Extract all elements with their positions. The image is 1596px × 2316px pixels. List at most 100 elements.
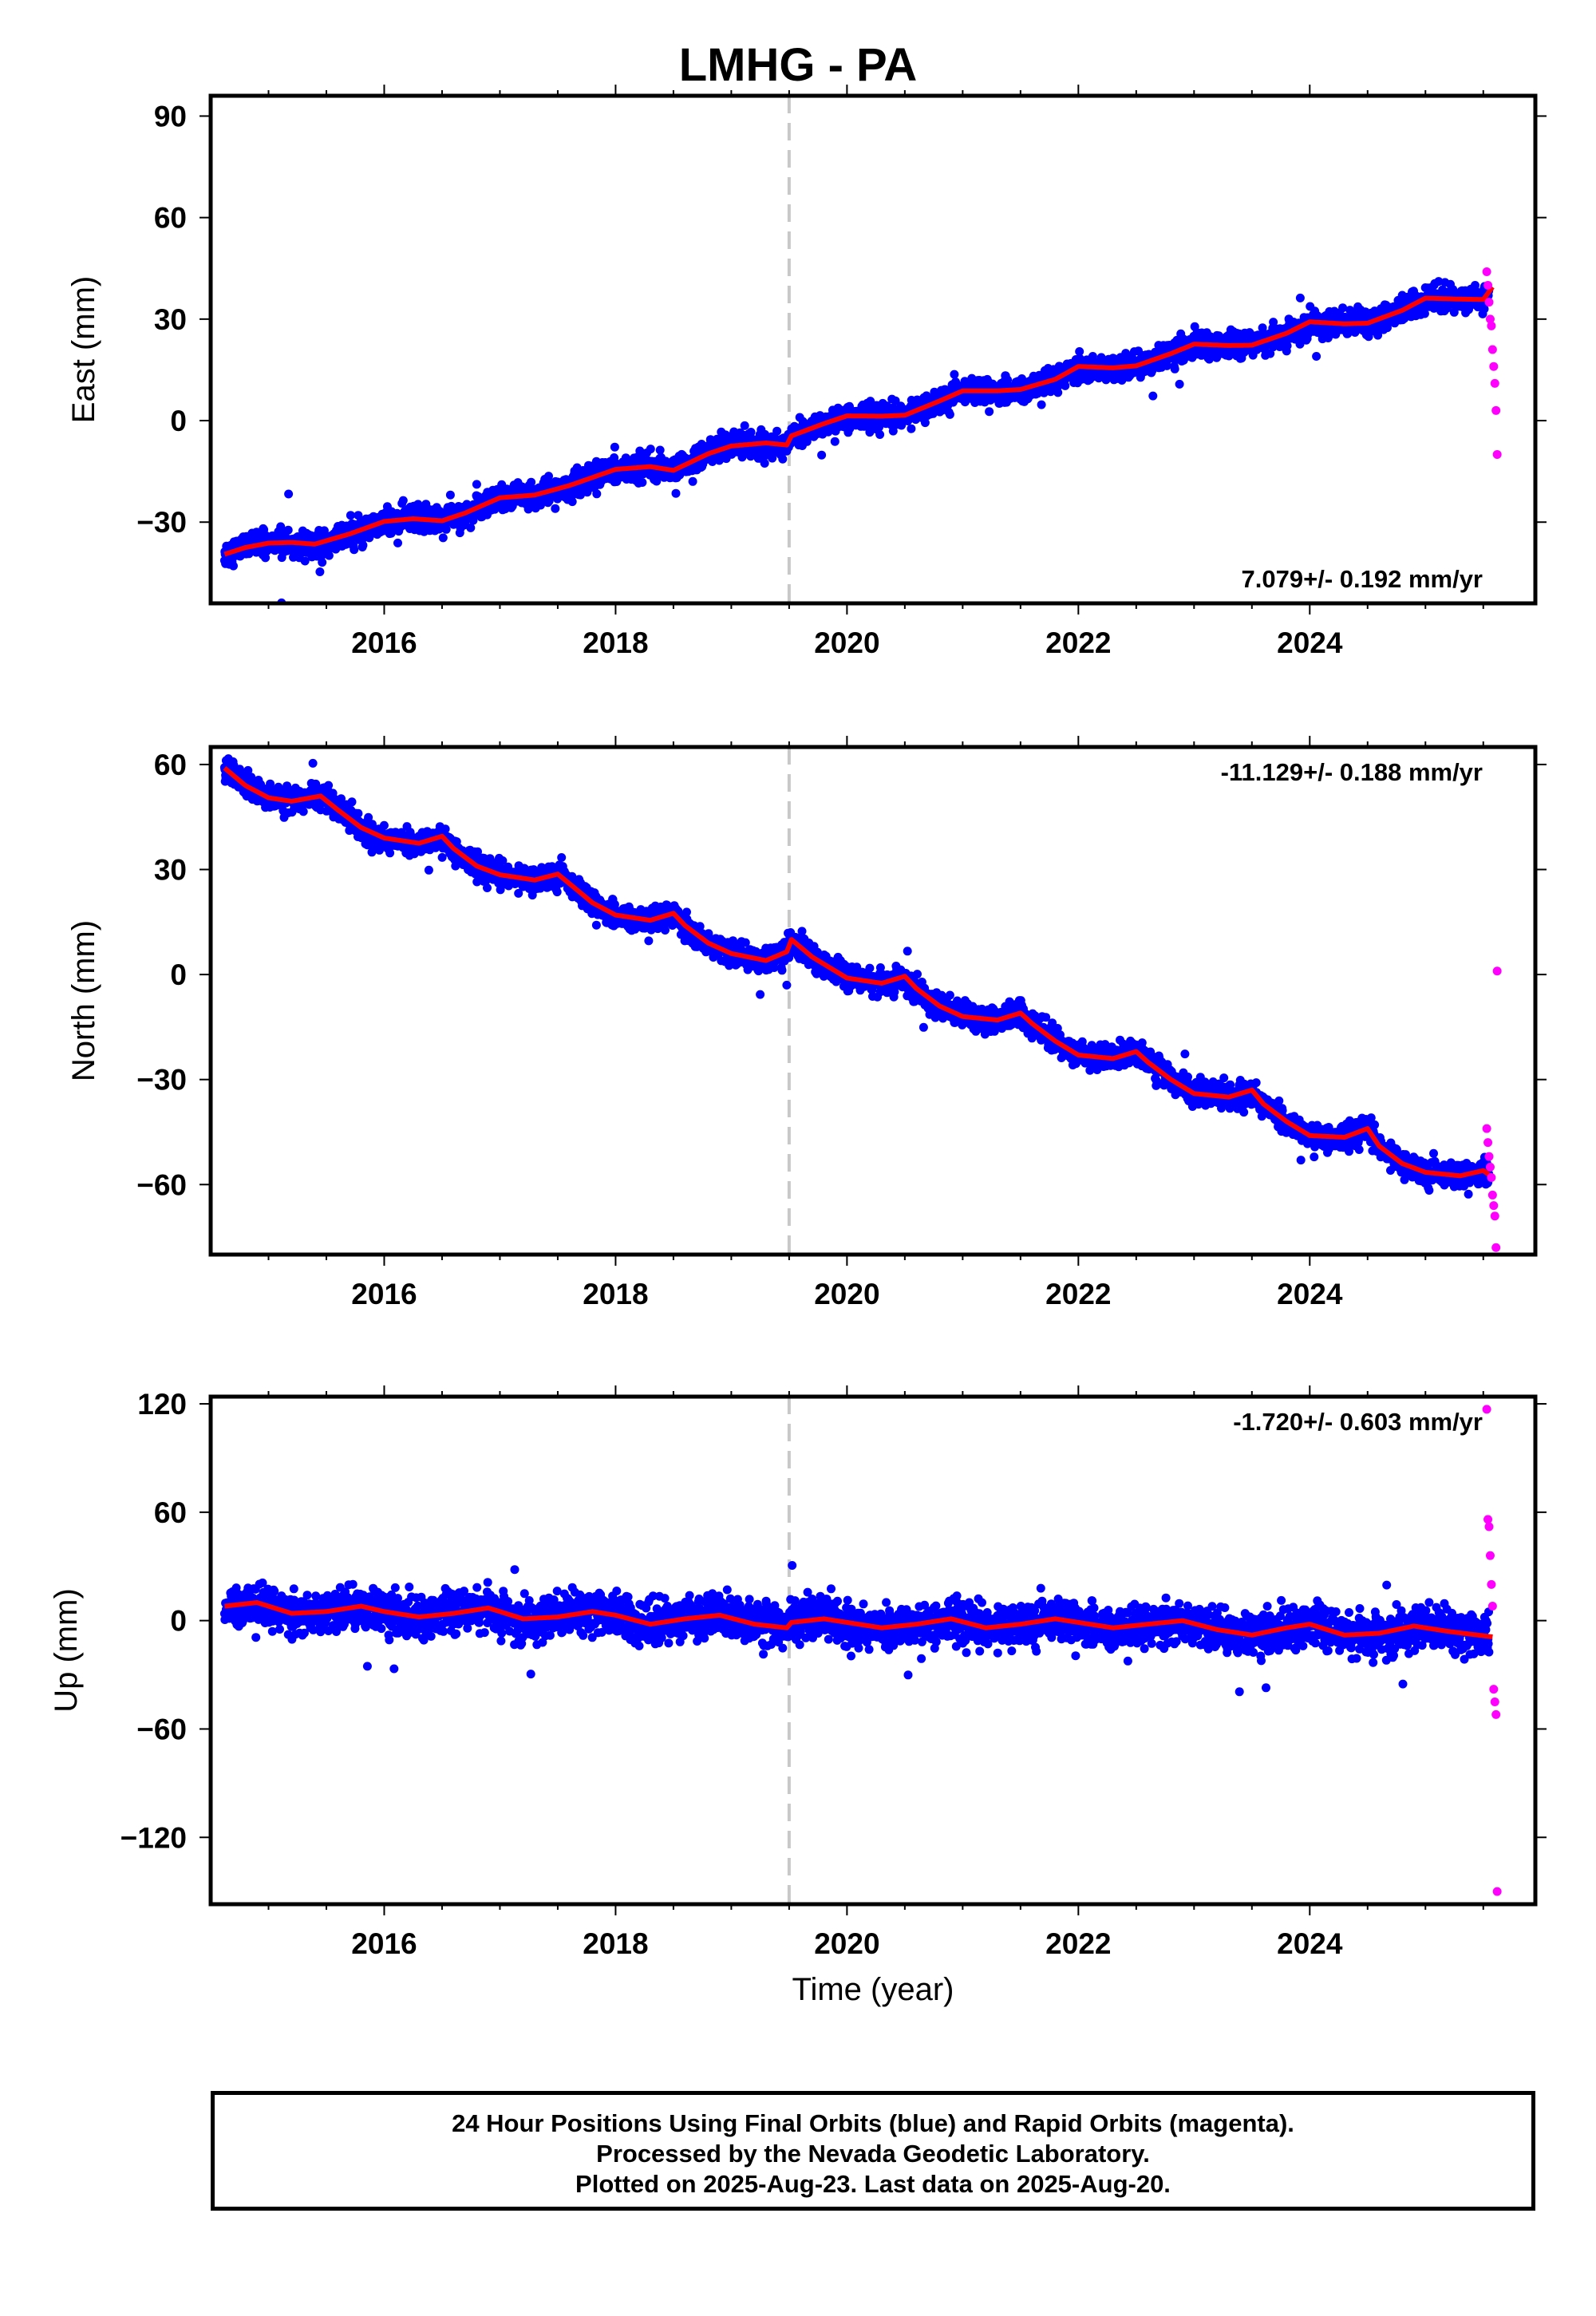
north-final-point — [298, 807, 308, 816]
east-plot-area — [219, 96, 1502, 603]
east-model-line — [223, 285, 1495, 557]
east-final-point — [1170, 364, 1179, 373]
east-final-point — [527, 477, 536, 487]
east-x-tick-label: 2020 — [814, 626, 879, 659]
east-y-tick-label: 90 — [154, 100, 187, 132]
east-rapid-orbit-points — [1482, 267, 1502, 459]
east-x-ticks — [267, 85, 1484, 615]
north-final-point — [385, 848, 395, 858]
east-final-point — [760, 459, 769, 468]
north-final-point — [440, 824, 450, 834]
east-rapid-point — [1484, 298, 1494, 307]
east-final-point — [1295, 293, 1305, 302]
east-final-point — [1266, 349, 1275, 358]
east-final-point — [567, 497, 577, 507]
east-final-point — [398, 496, 408, 505]
east-final-point — [652, 476, 662, 486]
north-plot-area — [219, 747, 1502, 1255]
chart-title: LMHG - PA — [678, 39, 918, 91]
east-x-tick-label: 2016 — [351, 626, 417, 659]
east-final-point — [544, 472, 553, 481]
east-final-point — [778, 454, 788, 464]
north-x-tick-label: 2020 — [814, 1278, 879, 1310]
east-final-point — [985, 407, 994, 417]
east-final-point — [1312, 352, 1321, 361]
north-final-point — [437, 852, 447, 862]
east-rapid-point — [1483, 280, 1493, 290]
north-final-point — [311, 779, 321, 788]
east-final-point — [830, 437, 839, 446]
north-final-point — [243, 765, 253, 775]
east-final-point — [1383, 323, 1392, 333]
north-x-tick-label: 2018 — [583, 1278, 648, 1310]
east-y-tick-label: −30 — [136, 506, 187, 539]
east-final-point — [350, 545, 359, 555]
north-final-point — [483, 883, 492, 892]
east-final-point — [920, 418, 930, 428]
north-final-point — [347, 797, 357, 807]
east-final-point — [950, 370, 959, 379]
east-rapid-point — [1491, 405, 1501, 415]
north-final-point — [591, 920, 601, 930]
north-x-tick-label: 2024 — [1277, 1278, 1343, 1310]
east-y-tick-label: 60 — [154, 202, 187, 235]
east-final-point — [646, 445, 655, 454]
east-final-point — [1364, 332, 1373, 342]
east-final-point — [688, 476, 697, 486]
east-final-point — [1420, 309, 1429, 318]
north-final-point — [552, 887, 562, 897]
east-x-tick-label: 2018 — [583, 626, 648, 659]
north-final-point — [337, 794, 346, 804]
east-final-point — [802, 437, 812, 446]
north-final-point — [498, 856, 508, 865]
east-final-point — [875, 430, 885, 439]
east-final-point — [544, 496, 554, 506]
east-rapid-point — [1487, 321, 1496, 330]
east-final-point — [772, 426, 782, 436]
east-final-point — [888, 426, 898, 436]
east-x-tick-label: 2022 — [1045, 626, 1111, 659]
east-rapid-point — [1485, 314, 1495, 324]
north-y-tick-label: 30 — [154, 854, 187, 887]
east-final-point — [1282, 341, 1292, 350]
east-frame — [208, 93, 1538, 606]
east-final-point — [1269, 318, 1278, 327]
east-rapid-point — [1487, 345, 1497, 354]
north-x-tick-label: 2016 — [351, 1278, 417, 1310]
east-final-point — [324, 551, 334, 560]
north-final-point — [557, 853, 567, 862]
north-final-point — [367, 848, 377, 857]
east-final-point — [907, 424, 916, 433]
east-final-point — [1479, 304, 1489, 314]
east-rapid-point — [1489, 362, 1499, 371]
east-final-point — [346, 511, 355, 520]
east-y-tick-label: 0 — [170, 405, 187, 437]
north-final-point — [424, 865, 433, 875]
east-y-axis-title: East (mm) — [66, 276, 101, 423]
north-y-tick-label: −30 — [136, 1064, 187, 1097]
east-final-point — [441, 524, 451, 534]
east-final-point — [551, 504, 560, 513]
east-final-point — [472, 480, 481, 489]
east-final-point — [229, 561, 238, 571]
north-y-tick-label: 60 — [154, 749, 187, 781]
north-x-tick-label: 2022 — [1045, 1278, 1111, 1310]
east-final-point — [592, 489, 602, 499]
east-rate-label: 7.079+/- 0.192 mm/yr — [1242, 565, 1483, 593]
east-final-point — [466, 523, 476, 532]
north-final-point — [379, 820, 389, 830]
north-final-point — [514, 888, 523, 898]
east-rapid-point — [1482, 267, 1491, 276]
east-final-point — [1037, 400, 1046, 409]
east-final-point — [671, 488, 681, 498]
east-final-point — [1061, 381, 1070, 390]
north-final-point — [308, 758, 318, 768]
east-rapid-point — [1490, 378, 1499, 388]
east-final-point — [438, 533, 448, 543]
north-final-point — [324, 781, 334, 790]
east-final-point — [1148, 391, 1158, 401]
